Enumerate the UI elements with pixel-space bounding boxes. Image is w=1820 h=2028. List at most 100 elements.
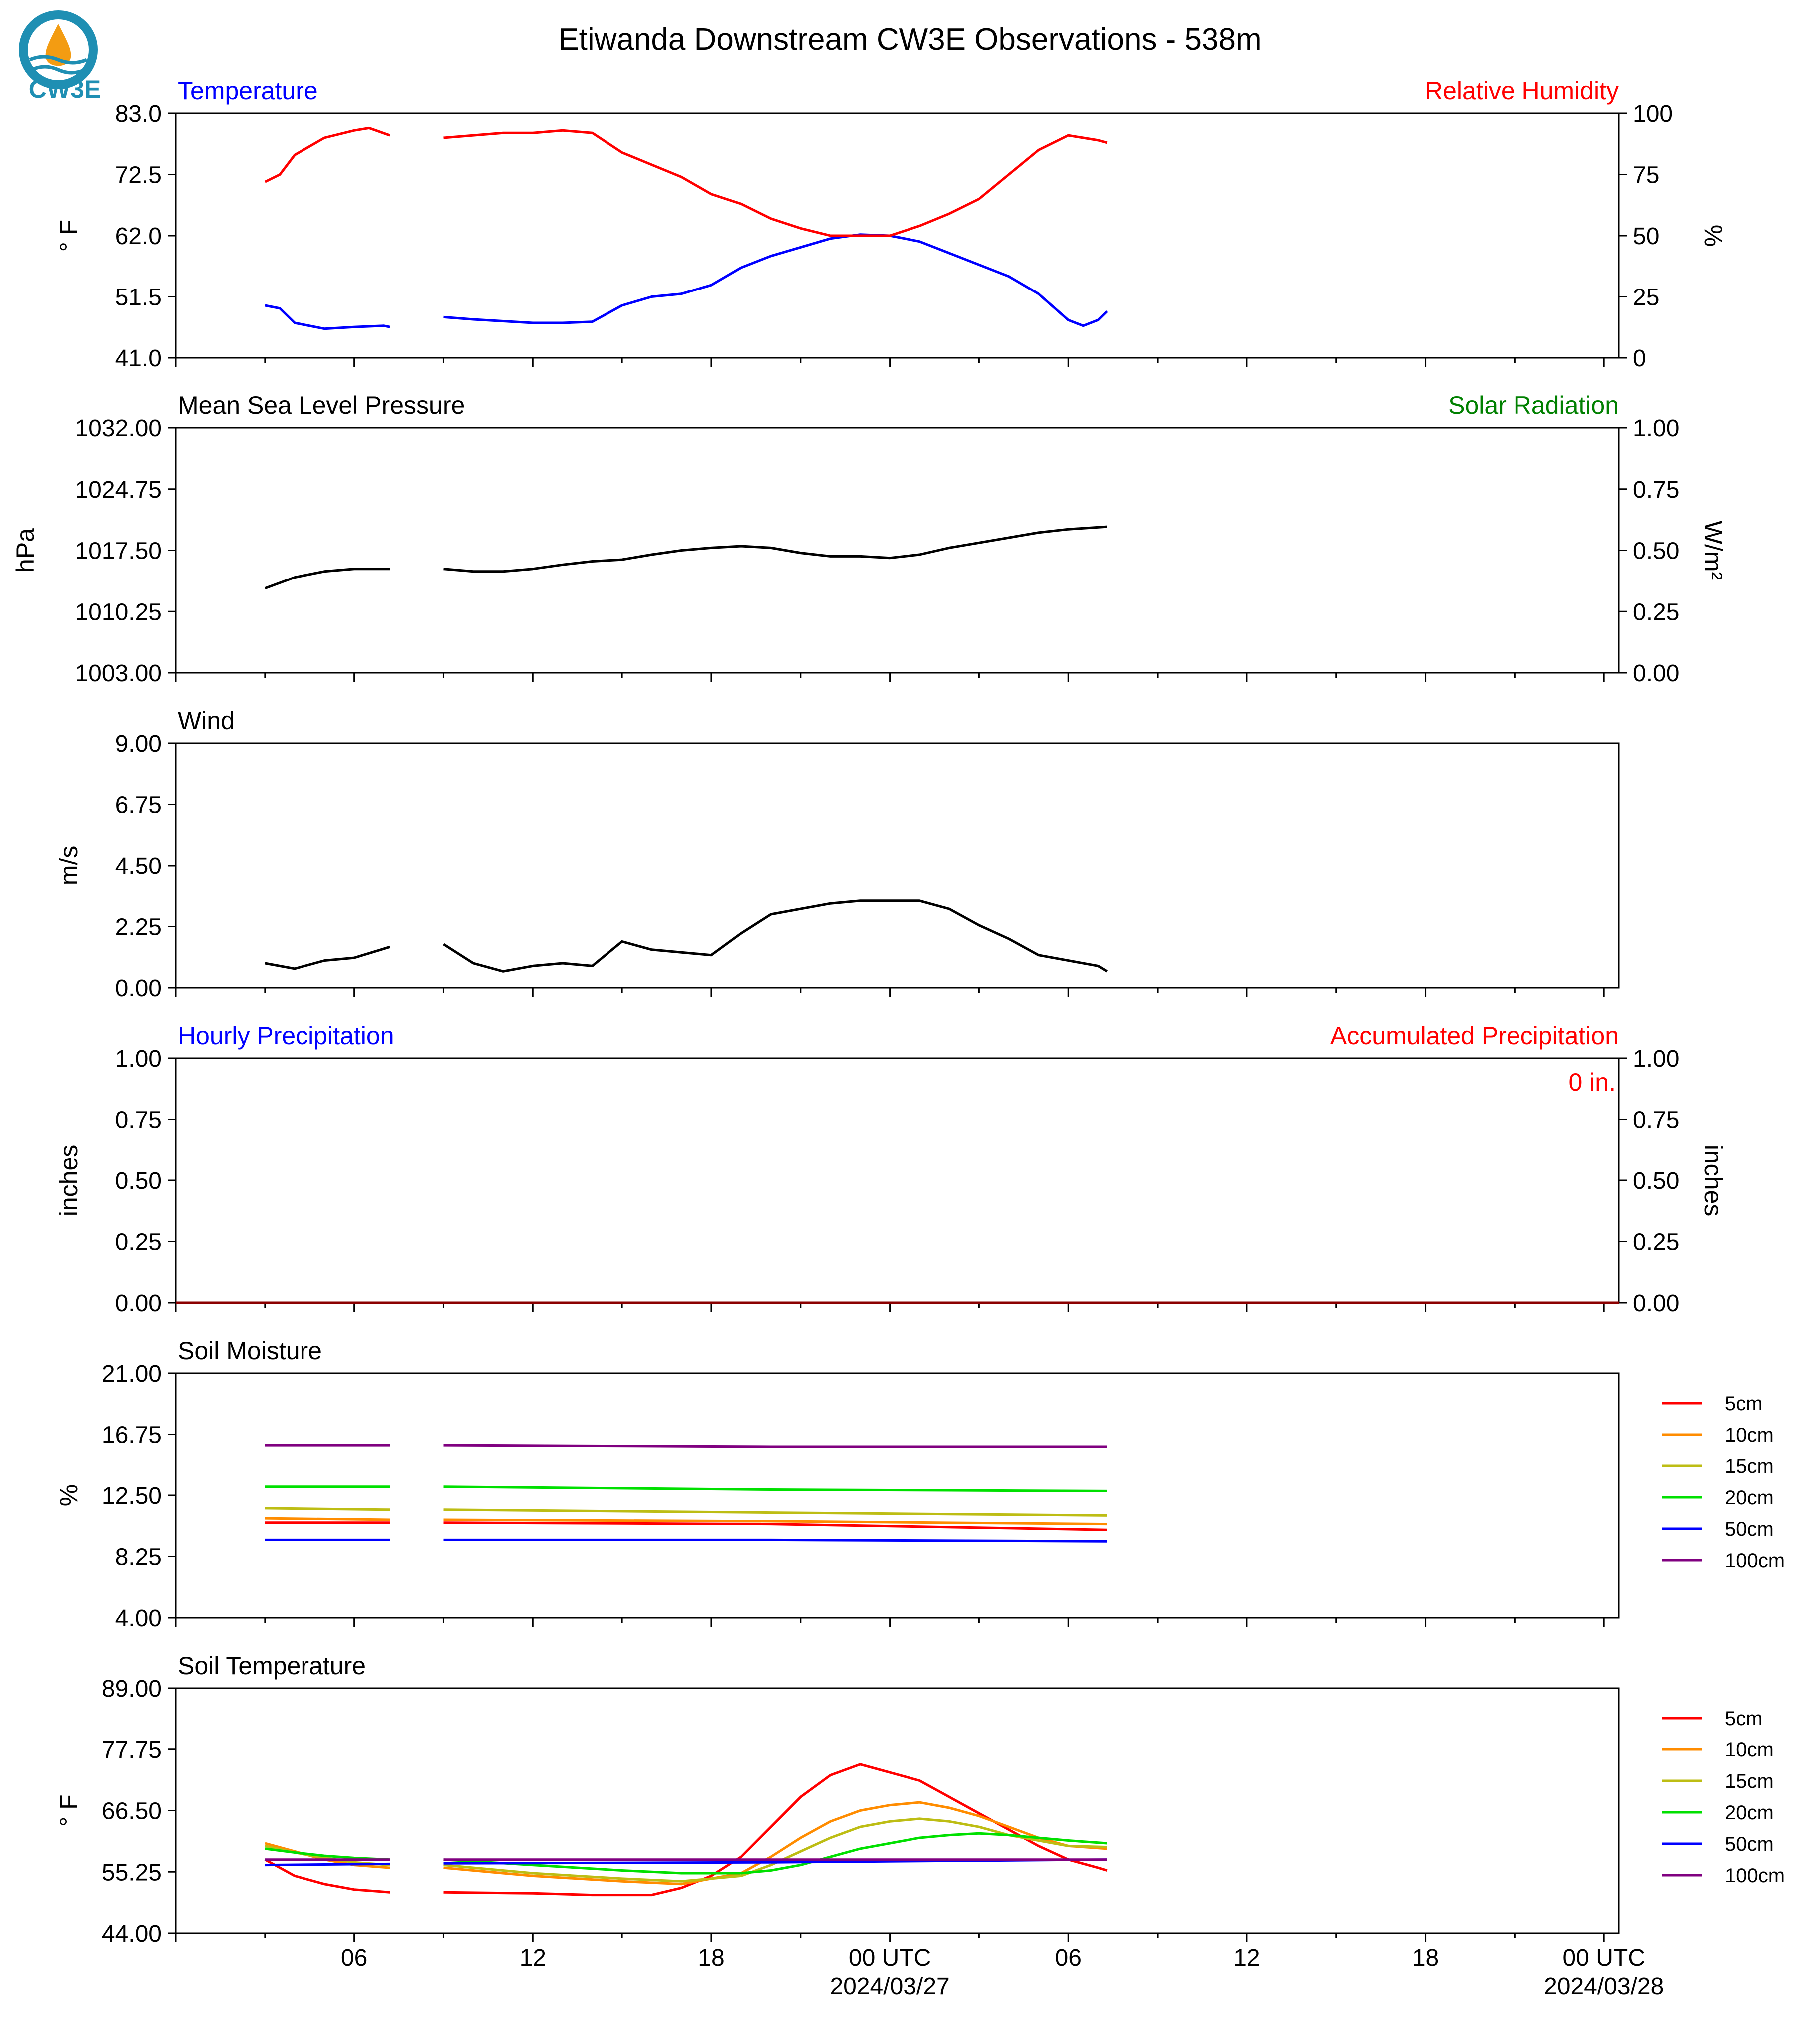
panel-title-right: Solar Radiation [1448, 391, 1619, 419]
panel-wind: Wind 9.00 6.75 4.50 2.25 0.00 m/s [55, 707, 1620, 1002]
y-tick-label: 89.00 [102, 1676, 162, 1702]
y-tick-label-right: 0 [1633, 345, 1646, 372]
x-tick-label: 18 [698, 1945, 724, 1971]
x-tick-label: 00 UTC [1563, 1945, 1645, 1971]
x-tick-label: 18 [1412, 1945, 1439, 1971]
y-tick-label: 9.00 [115, 731, 162, 757]
series-line-5cm [264, 1858, 390, 1894]
y-tick-label: 0.25 [115, 1229, 162, 1256]
x-tick-label: 06 [341, 1945, 367, 1971]
series-line-wind-speed [443, 899, 1108, 973]
y-axis-label: inches [55, 1145, 83, 1217]
y-tick-label: 2.25 [115, 914, 162, 941]
y-tick-label: 77.75 [102, 1737, 162, 1763]
y-tick-label: 66.50 [102, 1798, 162, 1825]
panel-frame [175, 742, 1620, 989]
y-axis-label-right: inches [1699, 1145, 1727, 1217]
y-tick-label-right: 0.50 [1633, 538, 1679, 565]
y-tick-label: 62.0 [115, 223, 162, 250]
y-tick-label: 1024.75 [75, 477, 162, 503]
y-tick-label-right: 0.00 [1633, 660, 1679, 687]
series-line-5cm [443, 1521, 1107, 1531]
series-line-10cm [265, 1517, 390, 1521]
y-tick-label-right: 0.50 [1633, 1168, 1679, 1194]
panel-title-left: Temperature [178, 77, 318, 105]
y-tick-label: 1032.00 [75, 415, 162, 442]
panels: Temperature Relative Humidity 83.0 72.5 62.0… [11, 77, 1785, 1947]
y-tick-label: 12.50 [102, 1483, 162, 1509]
x-tick-label: 00 UTC [849, 1945, 931, 1971]
panel-soil_moisture: Soil Moisture 21.00 16.75 12.50 8.25 4.00% 5cm… [55, 1337, 1785, 1632]
panel-pressure: Mean Sea Level Pressure Solar Radiation 10… [11, 391, 1727, 687]
panel-title-right: Accumulated Precipitation [1330, 1022, 1619, 1050]
panel-frame [175, 427, 1620, 674]
panel-title-left: Wind [178, 707, 235, 735]
y-tick-label: 51.5 [115, 285, 162, 311]
y-axis-label-right: % [1699, 225, 1727, 247]
y-tick-label: 1010.25 [75, 599, 162, 625]
series-line-15cm [265, 1507, 390, 1511]
y-tick-label-right: 25 [1633, 285, 1659, 311]
y-axis-label-right: W/m² [1699, 521, 1727, 580]
legend-label: 15cm [1725, 1770, 1774, 1792]
y-tick-label-right: 0.25 [1633, 599, 1679, 625]
y-tick-label: 8.25 [115, 1544, 162, 1571]
y-tick-label-right: 0.00 [1633, 1290, 1679, 1317]
legend-label: 100cm [1725, 1550, 1785, 1572]
x-tick-label: 12 [520, 1945, 546, 1971]
logo-wave-1 [29, 55, 88, 65]
panel-frame [175, 1687, 1620, 1934]
y-axis-label: % [55, 1484, 83, 1506]
y-tick-label-right: 0.75 [1633, 1107, 1679, 1134]
panel-title-left: Hourly Precipitation [178, 1022, 394, 1050]
logo-ring [19, 10, 98, 89]
logo-drop-icon [45, 24, 71, 66]
panel-title-left: Soil Moisture [178, 1337, 322, 1365]
y-tick-label: 1017.50 [75, 538, 162, 565]
y-tick-label: 0.75 [115, 1107, 162, 1134]
panel-frame [175, 1372, 1620, 1619]
y-tick-label-right: 0.25 [1633, 1229, 1679, 1256]
series-line-temperature [265, 304, 390, 330]
y-tick-label: 0.00 [115, 1290, 162, 1317]
x-date-label: 2024/03/28 [1544, 1973, 1664, 2000]
panel-frame [175, 1057, 1620, 1304]
logo-wave-2 [31, 65, 86, 75]
legend-label: 20cm [1725, 1802, 1774, 1824]
series-line-20cm [443, 1485, 1107, 1492]
panel-title-left: Soil Temperature [178, 1652, 366, 1680]
series-line-temperature [443, 233, 1108, 327]
series-line-50cm [443, 1538, 1107, 1543]
x-tick-label: 06 [1055, 1945, 1082, 1971]
y-tick-label: 41.0 [115, 345, 162, 372]
legend-label: 10cm [1725, 1739, 1774, 1761]
legend-label: 5cm [1725, 1708, 1763, 1730]
y-axis-label: ° F [55, 220, 83, 252]
y-tick-label: 4.50 [115, 853, 162, 879]
y-tick-label: 21.00 [102, 1361, 162, 1387]
y-tick-label-right: 0.75 [1633, 477, 1679, 503]
y-axis-label: ° F [55, 1794, 83, 1826]
legend-label: 50cm [1725, 1833, 1774, 1855]
x-tick-label: 12 [1233, 1945, 1260, 1971]
chart-title: Etiwanda Downstream CW3E Observations - … [558, 22, 1261, 57]
y-axis-label: hPa [11, 528, 39, 573]
legend-label: 15cm [1725, 1455, 1774, 1477]
y-tick-label-right: 1.00 [1633, 415, 1679, 442]
y-tick-label: 6.75 [115, 792, 162, 819]
y-axis-label: m/s [55, 846, 83, 886]
y-tick-label: 55.25 [102, 1859, 162, 1886]
y-tick-label-right: 100 [1633, 101, 1673, 127]
series-line-5cm [443, 1763, 1108, 1897]
series-line-wind-speed [265, 945, 390, 970]
legend-label: 50cm [1725, 1518, 1774, 1540]
precip-total-annotation: 0 in. [1568, 1068, 1616, 1096]
y-tick-label: 44.00 [102, 1921, 162, 1947]
series-line-100cm [443, 1444, 1107, 1448]
legend-label: 20cm [1725, 1487, 1774, 1509]
legend-label: 5cm [1725, 1393, 1763, 1415]
y-tick-label: 4.00 [115, 1605, 162, 1632]
series-line-50cm [265, 1862, 390, 1867]
cw3e-logo: CW3E [19, 10, 101, 103]
